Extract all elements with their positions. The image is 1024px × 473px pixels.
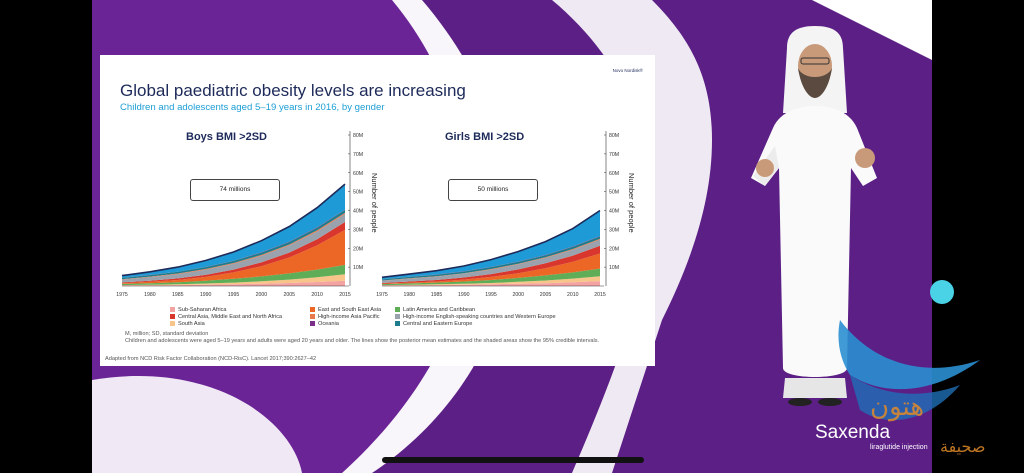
legend-item: High-income Asia Pacific: [310, 314, 380, 320]
abbreviations-note: M, million; SD, standard deviation: [125, 331, 209, 337]
y-tick-label-0-0: 10M: [353, 265, 363, 271]
x-tick-label-1-8: 2015: [594, 292, 606, 298]
legend-swatch: [310, 321, 315, 327]
legend-swatch: [395, 321, 400, 327]
y-tick-label-1-1: 20M: [609, 246, 619, 252]
x-tick-label-0-4: 1995: [228, 292, 240, 298]
y-tick-label-0-7: 80M: [353, 133, 363, 139]
charts-canvas: 1975 1980 1985 1990 1995 2000 2005 2010 2015 10M 2…: [116, 131, 619, 298]
presentation-slide: Novo Nordisk® Global paediatric obesity …: [100, 55, 655, 366]
legend-swatch: [310, 314, 315, 320]
methods-note: Children and adolescents were aged 5–19 …: [125, 338, 600, 344]
speaker-figure: [751, 26, 877, 406]
x-tick-label-0-5: 2000: [256, 292, 268, 298]
boys-y-axis-label: Number of people: [370, 173, 379, 233]
x-tick-label-1-5: 2000: [512, 292, 524, 298]
source-citation: Adapted from NCD Risk Factor Collaborati…: [105, 356, 317, 362]
y-tick-label-1-4: 50M: [609, 190, 619, 196]
area-series-1-1: [382, 276, 600, 286]
x-tick-label-1-0: 1975: [376, 292, 388, 298]
area-series-0-0: [122, 280, 345, 286]
boys-chart-title: Boys BMI >2SD: [186, 131, 267, 143]
y-tick-label-1-3: 40M: [609, 209, 619, 215]
legend-swatch: [395, 314, 400, 320]
area-series-0-4: [122, 222, 345, 284]
boys-callout: 74 millions: [190, 179, 280, 201]
total-line-0: [121, 183, 346, 277]
x-tick-label-0-7: 2010: [311, 292, 323, 298]
saxenda-logo-subtitle: liraglutide injection: [870, 444, 928, 451]
x-tick-label-1-3: 1990: [458, 292, 470, 298]
area-series-0-3: [122, 229, 345, 284]
legend-swatch: [170, 314, 175, 320]
legend-item: Latin America and Caribbean: [395, 307, 475, 313]
saxenda-logo-mark: هتون صحيفة: [838, 280, 985, 456]
home-indicator[interactable]: [382, 457, 644, 463]
area-series-1-0: [382, 281, 600, 286]
area-series-1-9: [382, 210, 600, 280]
svg-text:هتون: هتون: [870, 392, 924, 422]
y-tick-label-0-5: 60M: [353, 171, 363, 177]
area-series-0-5: [122, 213, 345, 283]
x-tick-label-0-2: 1985: [172, 292, 184, 298]
x-tick-label-1-7: 2010: [567, 292, 579, 298]
legend-swatch: [170, 321, 175, 327]
legend-item: Central and Eastern Europe: [395, 321, 472, 327]
x-tick-label-0-6: 2005: [283, 292, 295, 298]
svg-text:صحيفة: صحيفة: [940, 437, 985, 456]
x-tick-label-1-4: 1995: [485, 292, 497, 298]
y-tick-label-0-1: 20M: [353, 246, 363, 252]
girls-callout: 50 millions: [448, 179, 538, 201]
legend-swatch: [310, 307, 315, 313]
y-tick-label-0-6: 70M: [353, 152, 363, 158]
legend-item: Sub-Saharan Africa: [170, 307, 227, 313]
x-tick-label-0-8: 2015: [339, 292, 351, 298]
x-tick-label-1-1: 1980: [403, 292, 415, 298]
legend-item: High-income English-speaking countries a…: [395, 314, 556, 320]
y-tick-label-0-3: 40M: [353, 209, 363, 215]
brand-logo: Novo Nordisk®: [612, 68, 643, 73]
legend-item: East and South East Asia: [310, 307, 381, 313]
y-tick-label-1-0: 10M: [609, 265, 619, 271]
area-series-1-2: [382, 268, 600, 286]
area-series-1-3: [382, 253, 600, 285]
area-series-1-4: [382, 245, 600, 284]
legend-item: Central Asia, Middle East and North Afri…: [170, 314, 282, 320]
saxenda-logo-text: Saxenda: [815, 422, 891, 443]
x-tick-label-0-3: 1990: [200, 292, 212, 298]
area-series-0-9: [122, 184, 345, 278]
y-tick-label-1-2: 30M: [609, 227, 619, 233]
slide-notes: M, million; SD, standard deviation Child…: [125, 331, 630, 345]
slide-title: Global paediatric obesity levels are inc…: [120, 81, 466, 100]
area-series-0-1: [122, 274, 345, 286]
y-tick-label-1-5: 60M: [609, 171, 619, 177]
x-tick-label-0-1: 1980: [144, 292, 156, 298]
y-tick-label-1-6: 70M: [609, 152, 619, 158]
y-tick-label-0-2: 30M: [353, 227, 363, 233]
legend-item: Oceania: [310, 321, 339, 327]
y-tick-label-1-7: 80M: [609, 133, 619, 139]
legend-item: South Asia: [170, 321, 205, 327]
girls-y-axis-label: Number of people: [627, 173, 636, 233]
girls-chart-title: Girls BMI >2SD: [445, 131, 525, 143]
legend-swatch: [170, 307, 175, 313]
total-line-1: [381, 209, 601, 279]
area-series-0-2: [122, 264, 345, 286]
slide-subtitle: Children and adolescents aged 5–19 years…: [120, 102, 385, 113]
x-tick-label-1-6: 2005: [540, 292, 552, 298]
legend-swatch: [395, 307, 400, 313]
y-tick-label-0-4: 50M: [353, 190, 363, 196]
x-tick-label-0-0: 1975: [116, 292, 128, 298]
x-tick-label-1-2: 1985: [431, 292, 443, 298]
